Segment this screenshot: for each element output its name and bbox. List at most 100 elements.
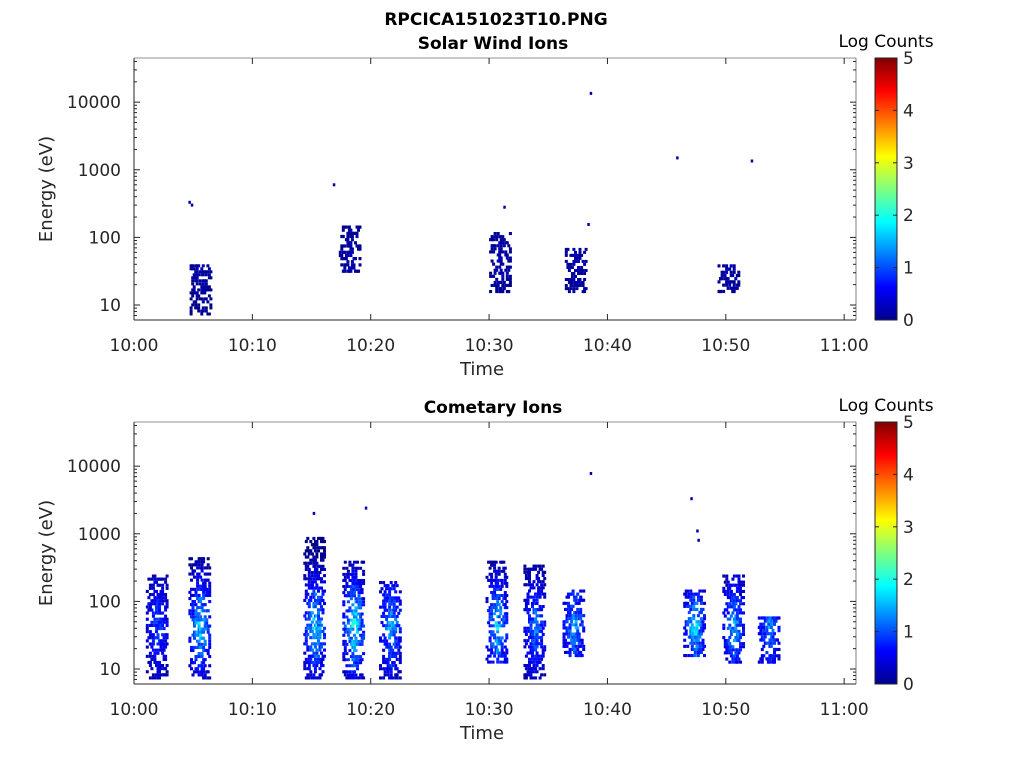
heatmap-cell <box>493 651 497 655</box>
heatmap-cell <box>491 618 495 622</box>
heatmap-cell <box>153 617 157 621</box>
heatmap-cell <box>309 611 313 615</box>
heatmap-cell <box>313 645 317 649</box>
heatmap-cell <box>321 592 325 596</box>
heatmap-cell <box>388 676 392 680</box>
heatmap-cell <box>309 670 313 674</box>
heatmap-cell <box>312 602 316 606</box>
heatmap-cell <box>159 642 163 646</box>
heatmap-cell <box>537 570 541 574</box>
heatmap-cell <box>769 654 773 658</box>
heatmap-cell <box>343 588 347 592</box>
heatmap-cell <box>395 624 399 628</box>
heatmap-cell <box>198 279 202 283</box>
heatmap-cell <box>728 605 732 609</box>
heatmap-cell <box>532 564 536 568</box>
heatmap-cell <box>321 611 325 615</box>
heatmap-cell <box>202 581 206 585</box>
heatmap-cell <box>564 278 568 281</box>
heatmap-cell <box>346 263 350 267</box>
heatmap-cell <box>728 617 732 621</box>
heatmap-cell <box>693 635 697 639</box>
heatmap-cell <box>537 654 541 658</box>
heatmap-cell <box>165 586 169 590</box>
heatmap-cell <box>490 572 494 576</box>
heatmap-cell <box>531 605 534 609</box>
heatmap-cell <box>162 648 166 652</box>
heatmap-cell <box>195 270 199 274</box>
heatmap-cell <box>500 578 504 582</box>
heatmap-cell <box>777 654 781 658</box>
heatmap-cell <box>379 676 382 680</box>
heatmap-cell <box>577 601 581 605</box>
heatmap-cell <box>356 624 359 628</box>
heatmap-cell <box>203 639 207 643</box>
heatmap-cell <box>494 621 498 625</box>
heatmap-cell <box>354 636 358 640</box>
heatmap-cell <box>388 587 392 591</box>
heatmap-cell <box>765 625 769 629</box>
heatmap-cell <box>323 654 326 658</box>
heatmap-cell <box>503 572 507 576</box>
heatmap-cell <box>348 670 352 674</box>
heatmap-cell <box>349 253 353 257</box>
heatmap-cell <box>508 250 512 254</box>
heatmap-cell <box>306 546 310 550</box>
heatmap-cell <box>534 648 538 652</box>
heatmap-cell <box>683 644 687 648</box>
heatmap-cell <box>686 604 690 608</box>
heatmap-cell <box>191 615 195 619</box>
heatmap-cell <box>505 660 509 664</box>
heatmap-cell <box>347 225 351 229</box>
heatmap-cell <box>164 657 168 661</box>
heatmap-cell <box>158 605 161 609</box>
heatmap-cell <box>162 636 166 640</box>
heatmap-cell <box>505 274 509 278</box>
heatmap-cell <box>577 641 581 645</box>
heatmap-cell <box>493 283 497 287</box>
heatmap-cell <box>391 621 395 625</box>
heatmap-cell <box>566 247 570 251</box>
heatmap-cell <box>350 231 354 235</box>
heatmap-cell <box>346 238 350 242</box>
heatmap-cell <box>161 596 165 600</box>
heatmap-cell <box>320 577 323 581</box>
heatmap-cell <box>309 648 313 652</box>
heatmap-cell <box>342 612 346 616</box>
heatmap-cell <box>576 629 580 633</box>
heatmap-cell <box>526 595 530 599</box>
heatmap-cell <box>307 571 311 575</box>
heatmap-cell <box>206 609 210 613</box>
heatmap-cell <box>695 635 699 639</box>
heatmap-cell <box>490 612 494 616</box>
heatmap-cell <box>343 624 347 628</box>
heatmap-cell <box>159 623 163 627</box>
heatmap-cell <box>722 636 726 640</box>
heatmap-cell <box>191 303 195 307</box>
heatmap-cell <box>208 642 212 646</box>
heatmap-cell <box>205 566 209 570</box>
heatmap-cell <box>362 636 366 640</box>
heatmap-cell <box>208 639 212 643</box>
heatmap-cell <box>199 600 203 604</box>
heatmap-cell <box>320 555 323 559</box>
heatmap-cell <box>488 584 492 588</box>
heatmap-cell <box>206 563 210 567</box>
heatmap-cell <box>692 617 696 621</box>
y-tick-label: 100 <box>89 228 121 248</box>
heatmap-cell <box>528 617 531 621</box>
heatmap-cell <box>148 636 152 640</box>
heatmap-cell <box>529 636 533 640</box>
heatmap-cell <box>577 259 580 263</box>
heatmap-cell <box>731 660 735 664</box>
heatmap-cell <box>495 235 499 239</box>
heatmap-cell <box>722 283 726 287</box>
heatmap-cell <box>356 667 359 671</box>
heatmap-point <box>696 529 699 533</box>
heatmap-cell <box>310 574 314 578</box>
heatmap-cell <box>200 297 204 301</box>
heatmap-cell <box>359 627 363 631</box>
heatmap-cell <box>351 612 355 616</box>
heatmap-cell <box>524 654 528 658</box>
heatmap-cell <box>354 615 358 619</box>
